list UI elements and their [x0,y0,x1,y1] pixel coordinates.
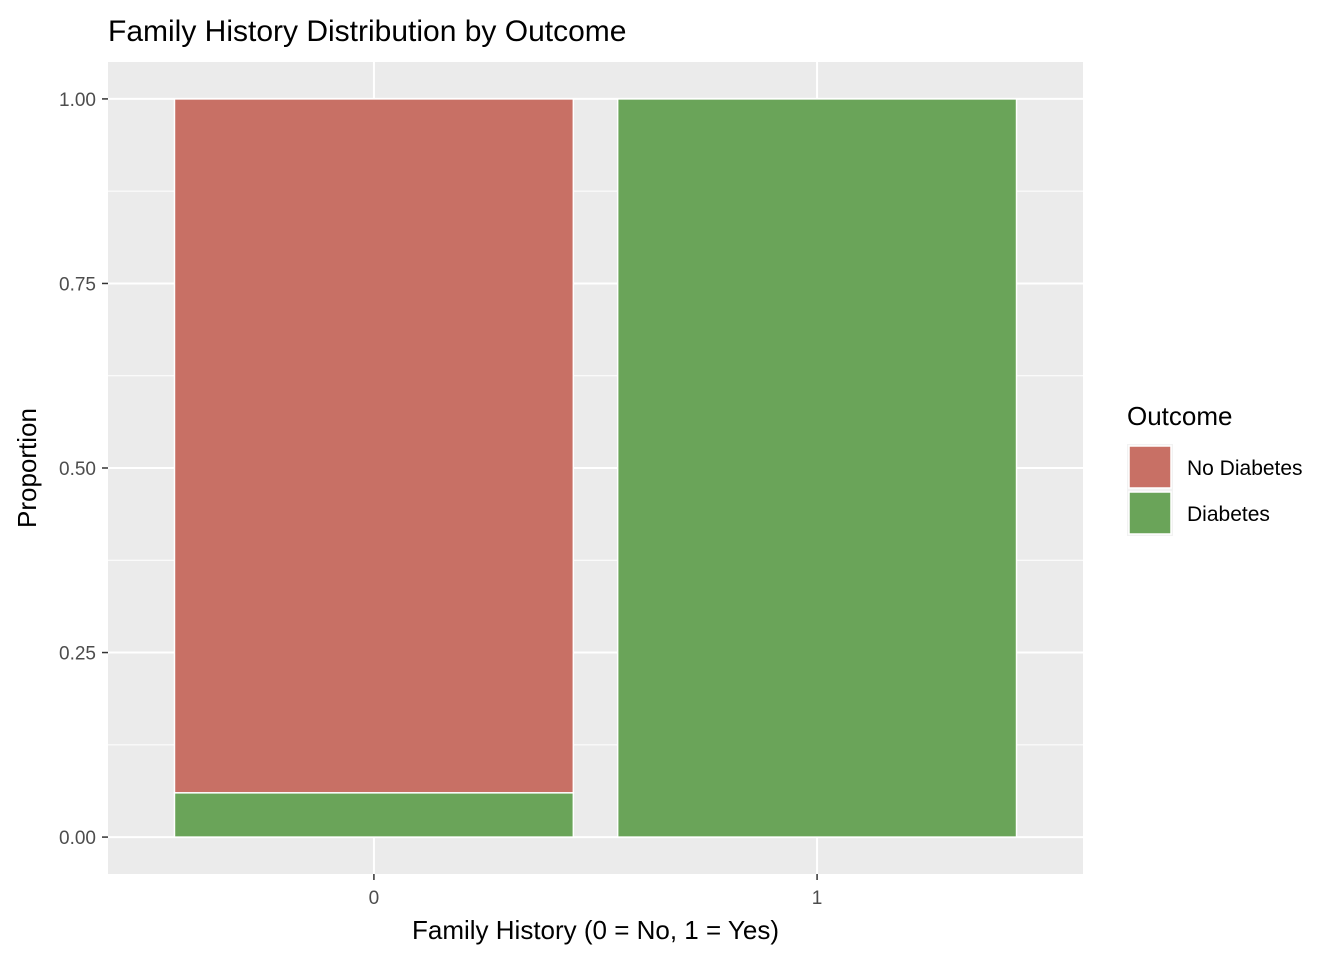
legend-label: No Diabetes [1187,457,1303,480]
bar-diabetes-0 [173,792,575,838]
bar-diabetes-1 [616,98,1018,838]
y-tick-label: 0.25 [59,644,96,665]
legend-swatch [1128,491,1172,535]
x-tick-label: 0 [369,888,380,909]
y-tick-label: 0.75 [59,274,96,295]
legend-title: Outcome [1127,401,1233,431]
legend-swatch [1128,445,1172,489]
legend: Outcome No Diabetes Diabetes [1127,401,1303,536]
y-tick-label: 0.50 [59,459,96,480]
bar-no-diabetes-0 [173,98,575,794]
bars [173,98,1018,838]
y-tick-label: 0.00 [59,828,96,849]
chart-title: Family History Distribution by Outcome [108,15,626,48]
y-axis-title: Proportion [12,408,42,528]
x-tick-label: 1 [812,888,823,909]
y-tick-label: 1.00 [59,90,96,111]
legend-label: Diabetes [1187,503,1270,526]
y-axis: 0.00 0.25 0.50 0.75 1.00 [59,90,108,849]
x-axis-title: Family History (0 = No, 1 = Yes) [412,915,779,945]
legend-items: No Diabetes Diabetes [1127,444,1303,536]
